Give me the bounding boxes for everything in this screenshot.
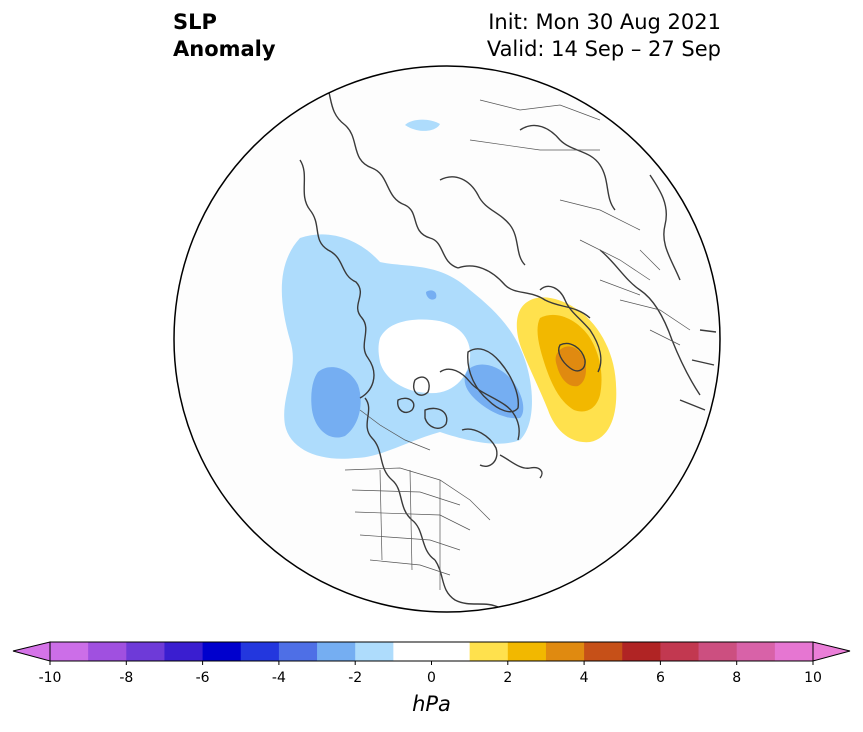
colorbar-bin (278, 642, 318, 661)
colorbar-bin (202, 642, 242, 661)
colorbar-tick-label: 0 (427, 670, 436, 686)
anomaly-positive-core (555, 346, 586, 387)
anomaly-negative-small (405, 119, 440, 131)
political-borders (344, 99, 691, 590)
anomaly-core-baffin (426, 290, 437, 300)
colorbar-tick-label: -8 (119, 670, 133, 686)
colorbar-tick-label: 8 (732, 670, 741, 686)
coastlines (299, 74, 717, 609)
colorbar-bin (545, 642, 585, 661)
colorbar-tick-label: -6 (196, 670, 210, 686)
title-field: Anomaly (173, 37, 276, 61)
colorbar-bin (698, 642, 738, 661)
colorbar: -10 -8 -6 -4 -2 0 2 4 6 8 10 (12, 641, 851, 686)
colorbar-bin (164, 642, 204, 661)
colorbar-bin (393, 642, 432, 661)
colorbar-unit: hPa (412, 692, 451, 716)
colorbar-bin (584, 642, 623, 661)
anomaly-core-greenland (464, 364, 524, 419)
colorbar-bin (317, 642, 356, 661)
polar-map (173, 65, 721, 613)
colorbar-tick-label: 4 (580, 670, 589, 686)
colorbar-bin (507, 642, 547, 661)
colorbar-bin (431, 642, 471, 661)
init-date: Init: Mon 30 Aug 2021 (488, 10, 721, 34)
valid-period: Valid: 14 Sep – 27 Sep (486, 37, 721, 61)
colorbar-bin (660, 642, 700, 661)
colorbar-tick-label: 10 (804, 670, 822, 686)
title-left: SLP Anomaly (173, 9, 276, 63)
colorbar-bin (50, 642, 89, 661)
colorbar-tick-label: -2 (348, 670, 362, 686)
title-variable: SLP (173, 10, 217, 34)
colorbar-bin (774, 642, 814, 661)
colorbar-bin (622, 642, 661, 661)
colorbar-bin (126, 642, 165, 661)
colorbar-tick-label: 6 (656, 670, 665, 686)
map-boundary (173, 65, 721, 613)
colorbar-tick-label: -10 (39, 670, 62, 686)
colorbar-tick-label: -4 (272, 670, 286, 686)
anomaly-core-alaska (311, 367, 361, 438)
colorbar-tick-label: 2 (503, 670, 512, 686)
colorbar-bin (469, 642, 509, 661)
colorbar-bin (88, 642, 127, 661)
colorbar-extend-high (812, 641, 851, 662)
colorbar-bin (736, 642, 776, 661)
title-right: Init: Mon 30 Aug 2021 Valid: 14 Sep – 27… (487, 9, 721, 63)
colorbar-extend-low (12, 641, 51, 662)
colorbar-bin (355, 642, 394, 661)
colorbar-bin (240, 642, 280, 661)
polar-neutral-zone (378, 319, 471, 394)
